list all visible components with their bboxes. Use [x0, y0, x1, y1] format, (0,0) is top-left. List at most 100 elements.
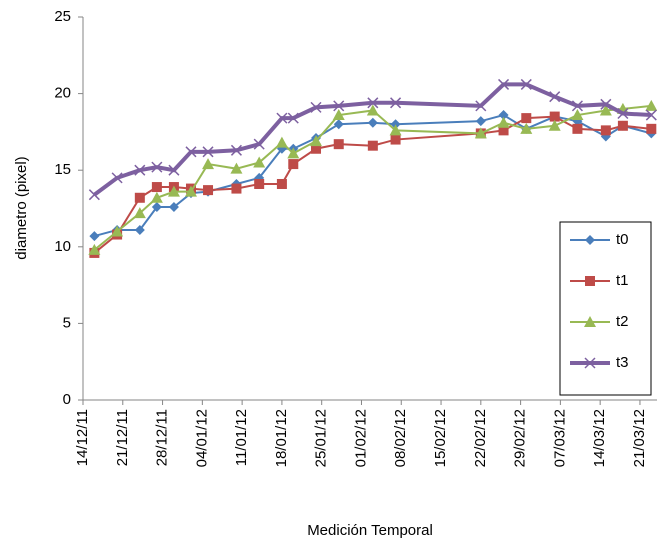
marker — [310, 135, 323, 147]
marker — [617, 107, 629, 120]
marker — [498, 78, 510, 90]
marker — [253, 138, 265, 150]
marker — [287, 147, 300, 159]
x-tick-label: 22/02/12 — [472, 409, 489, 467]
marker — [167, 185, 180, 197]
marker — [253, 156, 266, 168]
marker — [89, 231, 100, 242]
marker — [202, 146, 214, 158]
marker — [332, 109, 345, 121]
legend-label: t3 — [616, 354, 629, 371]
y-axis-title: diametro (pixel) — [13, 156, 30, 259]
x-tick-label: 28/12/11 — [154, 409, 171, 466]
marker — [151, 161, 163, 173]
marker — [548, 119, 561, 131]
marker — [230, 144, 242, 156]
marker — [185, 146, 197, 158]
legend-marker — [585, 235, 595, 245]
y-tick-label: 5 — [63, 314, 71, 331]
marker — [497, 116, 510, 128]
marker — [645, 99, 657, 111]
marker — [310, 101, 322, 113]
marker — [498, 110, 509, 121]
legend-marker — [585, 276, 595, 286]
marker — [549, 91, 561, 103]
marker — [389, 124, 402, 136]
marker — [475, 100, 487, 112]
x-tick-label: 25/01/12 — [313, 409, 330, 467]
marker — [617, 120, 628, 131]
marker — [333, 119, 344, 130]
x-tick-label: 15/02/12 — [432, 409, 449, 467]
marker — [390, 134, 401, 145]
x-tick-label: 21/03/12 — [631, 409, 648, 467]
marker — [498, 125, 509, 136]
marker — [134, 192, 145, 203]
x-tick-label: 29/02/12 — [512, 409, 529, 467]
series-line — [93, 82, 652, 197]
marker — [390, 119, 401, 130]
marker — [600, 98, 612, 110]
y-tick-label: 10 — [54, 238, 71, 255]
marker — [276, 178, 287, 189]
marker — [287, 112, 299, 124]
marker — [203, 185, 214, 196]
marker — [475, 116, 486, 127]
x-tick-label: 21/12/11 — [114, 409, 131, 466]
legend-box — [559, 221, 652, 396]
marker — [520, 122, 533, 134]
marker — [254, 178, 265, 189]
marker — [311, 143, 322, 154]
marker — [549, 111, 560, 122]
marker — [333, 139, 344, 150]
marker — [202, 158, 215, 170]
legend-marker — [584, 316, 596, 327]
marker — [134, 224, 145, 235]
marker — [288, 159, 299, 170]
marker — [133, 207, 146, 219]
y-tick-label: 15 — [54, 161, 71, 178]
legend-marker — [584, 357, 596, 369]
marker — [134, 164, 146, 176]
legend-label: t1 — [616, 272, 629, 289]
marker — [184, 185, 197, 197]
x-tick-label: 07/03/12 — [551, 409, 568, 467]
marker — [474, 127, 487, 139]
marker — [333, 100, 345, 112]
x-axis-title: Medición Temporal — [307, 522, 433, 539]
marker — [88, 189, 100, 201]
marker — [571, 109, 584, 121]
marker — [390, 97, 402, 109]
marker — [572, 123, 583, 134]
legend-label: t2 — [616, 313, 629, 330]
x-tick-label: 14/12/11 — [74, 409, 91, 466]
marker — [111, 225, 124, 237]
x-tick-label: 18/01/12 — [273, 409, 290, 467]
marker — [275, 136, 288, 148]
x-tick-label: 11/01/12 — [233, 409, 250, 466]
marker — [367, 140, 378, 151]
marker — [367, 97, 379, 109]
x-tick-label: 08/02/12 — [392, 409, 409, 467]
marker — [276, 112, 288, 124]
marker — [599, 104, 612, 116]
series-line — [94, 113, 652, 238]
marker — [111, 172, 123, 184]
marker — [367, 117, 378, 128]
marker — [88, 243, 101, 255]
marker — [366, 104, 379, 116]
marker — [168, 164, 180, 176]
marker — [645, 109, 657, 121]
legend-label: t0 — [616, 231, 629, 248]
marker — [521, 113, 532, 124]
marker — [520, 78, 532, 90]
x-tick-label: 04/01/12 — [193, 409, 210, 467]
marker — [151, 201, 162, 212]
marker — [168, 201, 179, 212]
y-tick-label: 20 — [54, 85, 71, 102]
marker — [600, 125, 611, 136]
marker — [646, 123, 657, 134]
x-tick-label: 14/03/12 — [591, 409, 608, 467]
x-tick-label: 01/02/12 — [352, 409, 369, 467]
